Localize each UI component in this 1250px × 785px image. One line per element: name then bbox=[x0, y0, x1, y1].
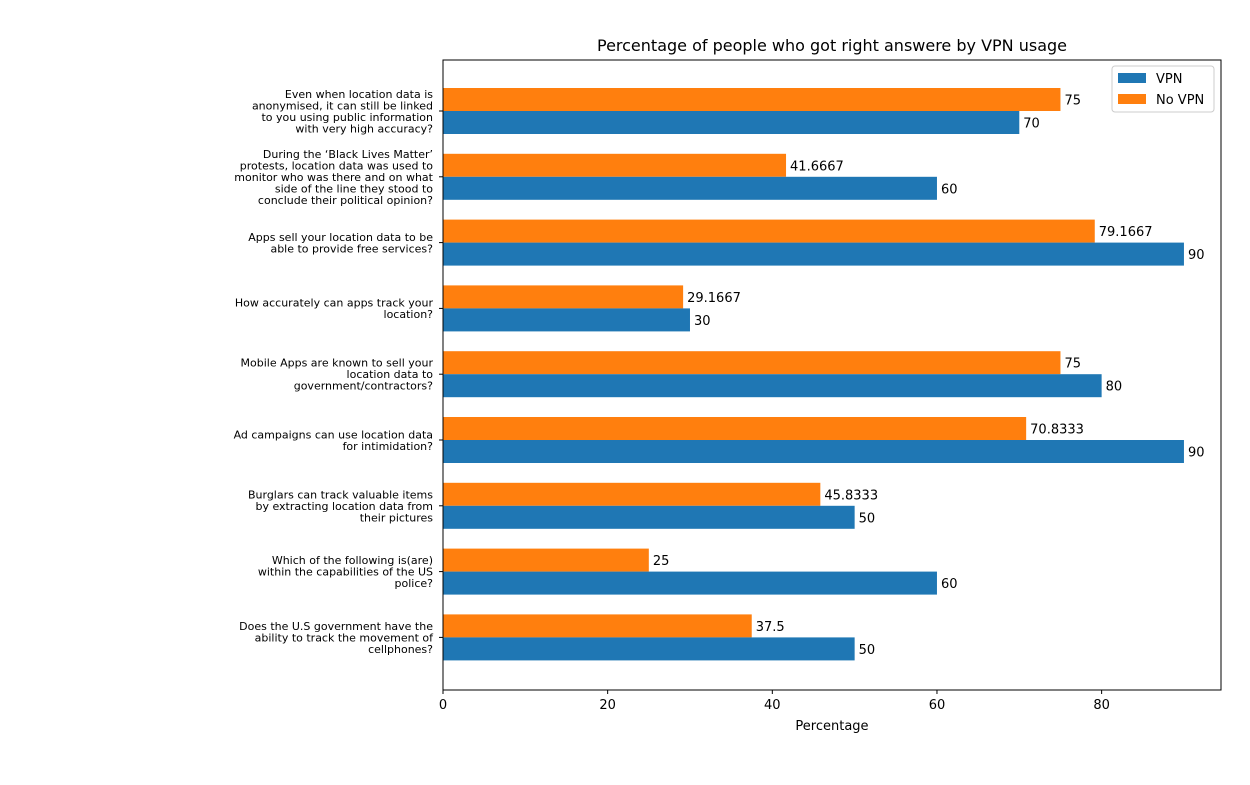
bar-label-novpn-0: 75 bbox=[1064, 94, 1081, 109]
bar-label-novpn-4: 75 bbox=[1064, 357, 1081, 372]
bar-novpn-1 bbox=[443, 153, 787, 177]
bar-novpn-3 bbox=[443, 285, 684, 309]
y-tick-label-2: Apps sell your location data to be able t… bbox=[248, 231, 433, 256]
bar-label-vpn-7: 60 bbox=[941, 577, 958, 592]
bar-label-novpn-1: 41.6667 bbox=[790, 159, 844, 174]
y-tick-label-0: Even when location data is anonymised, it… bbox=[252, 88, 433, 136]
bar-label-novpn-7: 25 bbox=[653, 554, 670, 569]
bar-vpn-2 bbox=[443, 242, 1184, 266]
x-tick-label-2: 40 bbox=[764, 698, 781, 713]
bar-vpn-5 bbox=[443, 440, 1184, 463]
bar-label-vpn-6: 50 bbox=[859, 511, 876, 526]
bar-vpn-7 bbox=[443, 571, 937, 595]
legend: VPN No VPN bbox=[1111, 65, 1215, 113]
y-tick-label-1: During the ‘Black Lives Matter’ protests,… bbox=[234, 148, 433, 207]
chart-title: Percentage of people who got right answe… bbox=[597, 36, 1067, 55]
bar-label-novpn-3: 29.1667 bbox=[687, 291, 741, 306]
bar-novpn-2 bbox=[443, 219, 1095, 243]
bar-novpn-7 bbox=[443, 548, 649, 572]
bar-label-vpn-8: 50 bbox=[859, 643, 876, 658]
bar-vpn-1 bbox=[443, 176, 937, 200]
bar-novpn-0 bbox=[443, 88, 1061, 111]
bar-novpn-8 bbox=[443, 614, 752, 638]
bar-label-vpn-5: 90 bbox=[1188, 446, 1205, 461]
bar-label-novpn-2: 79.1667 bbox=[1099, 225, 1153, 240]
bar-vpn-8 bbox=[443, 637, 855, 661]
y-tick-label-7: Which of the following is(are) within the… bbox=[258, 554, 433, 590]
x-tick-label-3: 60 bbox=[929, 698, 946, 713]
bar-novpn-5 bbox=[443, 417, 1027, 440]
bar-vpn-3 bbox=[443, 308, 690, 332]
bar-label-vpn-1: 60 bbox=[941, 182, 958, 197]
bar-labels: 75 70 41.6667 60 79.1667 90 29.1667 30 75 80 70.83… bbox=[653, 94, 1205, 658]
x-tick-label-0: 0 bbox=[439, 698, 447, 713]
y-tick-label-6: Burglars can track valuable items by extr… bbox=[248, 488, 433, 524]
bar-label-vpn-0: 70 bbox=[1023, 117, 1040, 132]
legend-label-1: No VPN bbox=[1156, 93, 1204, 108]
bar-vpn-0 bbox=[443, 111, 1020, 134]
bar-novpn-6 bbox=[443, 482, 821, 506]
bar-label-novpn-6: 45.8333 bbox=[824, 488, 878, 503]
y-tick-label-5: Ad campaigns can use location data for in… bbox=[234, 428, 434, 453]
bar-label-vpn-3: 30 bbox=[694, 314, 711, 329]
x-axis-label: Percentage bbox=[795, 719, 868, 734]
legend-swatch-0 bbox=[1118, 73, 1146, 83]
bar-label-novpn-5: 70.8333 bbox=[1030, 423, 1084, 438]
bar-label-vpn-4: 80 bbox=[1106, 380, 1123, 395]
bar-vpn-6 bbox=[443, 505, 855, 529]
bars bbox=[443, 88, 1184, 661]
y-tick-label-4: Mobile Apps are known to sell your locati… bbox=[241, 357, 434, 393]
bar-vpn-4 bbox=[443, 374, 1102, 398]
x-tick-label-4: 80 bbox=[1093, 698, 1110, 713]
y-tick-label-3: How accurately can apps track your locati… bbox=[235, 297, 434, 322]
bar-label-vpn-2: 90 bbox=[1188, 248, 1205, 263]
x-ticks: 0 20 40 60 80 bbox=[439, 690, 1110, 713]
y-tick-labels: Even when location data is anonymised, it… bbox=[234, 88, 443, 656]
legend-swatch-1 bbox=[1118, 94, 1146, 104]
x-tick-label-1: 20 bbox=[599, 698, 616, 713]
legend-label-0: VPN bbox=[1156, 72, 1182, 87]
bar-novpn-4 bbox=[443, 351, 1061, 375]
y-tick-label-8: Does the U.S government have the ability … bbox=[239, 620, 434, 656]
bar-label-novpn-8: 37.5 bbox=[756, 620, 785, 635]
plot-frame bbox=[442, 59, 1222, 691]
